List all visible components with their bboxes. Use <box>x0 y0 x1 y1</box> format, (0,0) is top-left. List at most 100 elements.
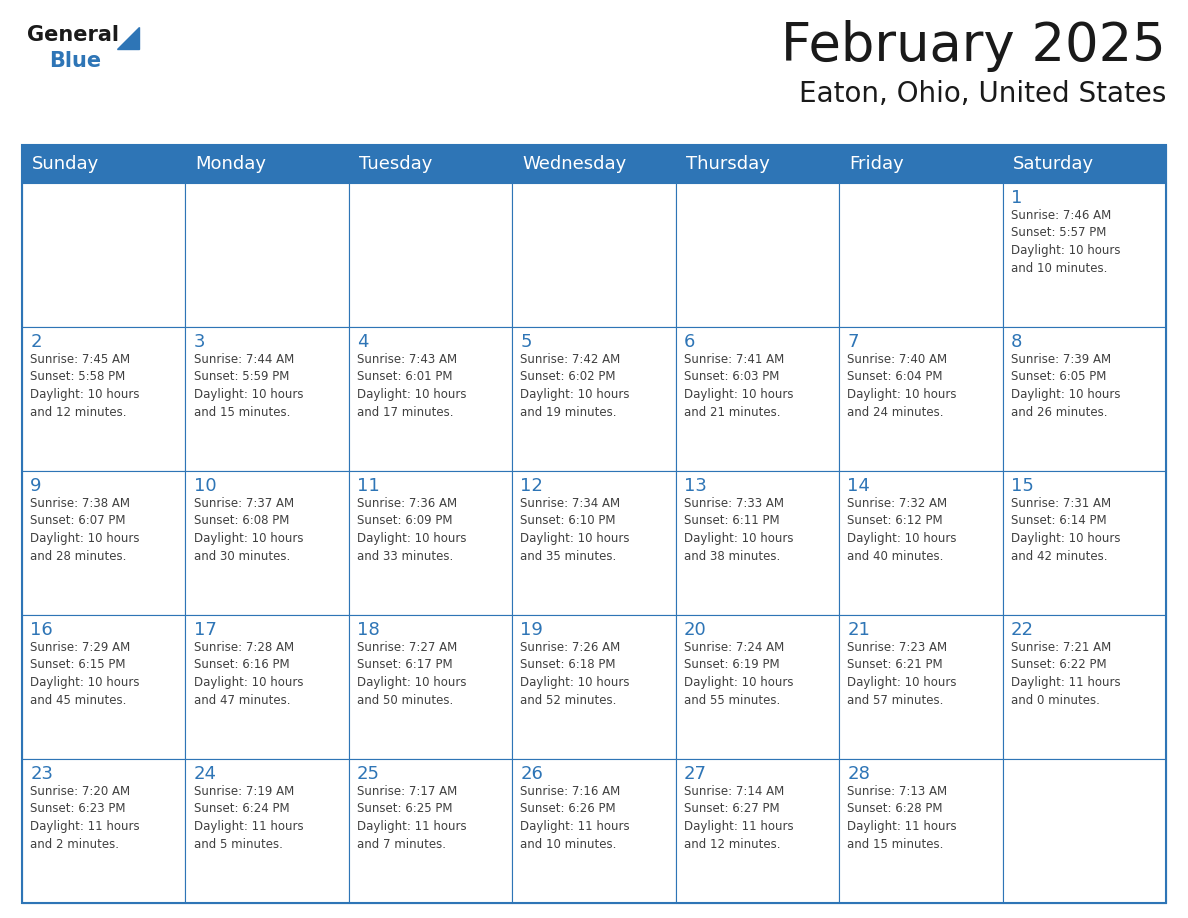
Bar <box>185 471 349 615</box>
Bar <box>349 145 512 183</box>
Bar <box>23 145 185 183</box>
Text: 19: 19 <box>520 621 543 639</box>
Bar <box>676 759 839 903</box>
Text: Sunrise: 7:14 AM
Sunset: 6:27 PM
Daylight: 11 hours
and 12 minutes.: Sunrise: 7:14 AM Sunset: 6:27 PM Dayligh… <box>684 785 794 850</box>
Text: Sunrise: 7:26 AM
Sunset: 6:18 PM
Daylight: 10 hours
and 52 minutes.: Sunrise: 7:26 AM Sunset: 6:18 PM Dayligh… <box>520 641 630 707</box>
Text: Sunrise: 7:28 AM
Sunset: 6:16 PM
Daylight: 10 hours
and 47 minutes.: Sunrise: 7:28 AM Sunset: 6:16 PM Dayligh… <box>194 641 303 707</box>
Bar <box>512 145 676 183</box>
Text: General: General <box>27 25 119 45</box>
Bar <box>1003 471 1165 615</box>
Text: 17: 17 <box>194 621 216 639</box>
Text: 28: 28 <box>847 765 870 783</box>
Text: Sunrise: 7:41 AM
Sunset: 6:03 PM
Daylight: 10 hours
and 21 minutes.: Sunrise: 7:41 AM Sunset: 6:03 PM Dayligh… <box>684 353 794 419</box>
Text: Sunrise: 7:42 AM
Sunset: 6:02 PM
Daylight: 10 hours
and 19 minutes.: Sunrise: 7:42 AM Sunset: 6:02 PM Dayligh… <box>520 353 630 419</box>
Text: Sunrise: 7:19 AM
Sunset: 6:24 PM
Daylight: 11 hours
and 5 minutes.: Sunrise: 7:19 AM Sunset: 6:24 PM Dayligh… <box>194 785 303 850</box>
Text: Sunrise: 7:24 AM
Sunset: 6:19 PM
Daylight: 10 hours
and 55 minutes.: Sunrise: 7:24 AM Sunset: 6:19 PM Dayligh… <box>684 641 794 707</box>
Text: Sunrise: 7:23 AM
Sunset: 6:21 PM
Daylight: 10 hours
and 57 minutes.: Sunrise: 7:23 AM Sunset: 6:21 PM Dayligh… <box>847 641 956 707</box>
Text: Sunrise: 7:38 AM
Sunset: 6:07 PM
Daylight: 10 hours
and 28 minutes.: Sunrise: 7:38 AM Sunset: 6:07 PM Dayligh… <box>30 497 140 563</box>
Bar <box>839 471 1003 615</box>
Text: 27: 27 <box>684 765 707 783</box>
Bar <box>349 759 512 903</box>
Text: Sunrise: 7:45 AM
Sunset: 5:58 PM
Daylight: 10 hours
and 12 minutes.: Sunrise: 7:45 AM Sunset: 5:58 PM Dayligh… <box>30 353 140 419</box>
Bar <box>676 615 839 759</box>
Text: 10: 10 <box>194 477 216 495</box>
Bar <box>185 327 349 471</box>
Bar <box>839 145 1003 183</box>
Bar <box>839 615 1003 759</box>
Bar <box>185 759 349 903</box>
Text: Sunrise: 7:16 AM
Sunset: 6:26 PM
Daylight: 11 hours
and 10 minutes.: Sunrise: 7:16 AM Sunset: 6:26 PM Dayligh… <box>520 785 630 850</box>
Text: 2: 2 <box>30 333 42 351</box>
Text: February 2025: February 2025 <box>782 20 1165 72</box>
Bar <box>1003 759 1165 903</box>
Text: 4: 4 <box>358 333 368 351</box>
Text: 6: 6 <box>684 333 695 351</box>
Bar <box>1003 615 1165 759</box>
Bar <box>23 327 185 471</box>
Bar <box>1003 183 1165 327</box>
Bar <box>185 145 349 183</box>
Text: Sunrise: 7:32 AM
Sunset: 6:12 PM
Daylight: 10 hours
and 40 minutes.: Sunrise: 7:32 AM Sunset: 6:12 PM Dayligh… <box>847 497 956 563</box>
Text: Thursday: Thursday <box>685 155 770 173</box>
Text: Sunrise: 7:43 AM
Sunset: 6:01 PM
Daylight: 10 hours
and 17 minutes.: Sunrise: 7:43 AM Sunset: 6:01 PM Dayligh… <box>358 353 467 419</box>
Text: 15: 15 <box>1011 477 1034 495</box>
Text: 5: 5 <box>520 333 532 351</box>
Text: Wednesday: Wednesday <box>522 155 626 173</box>
Text: 8: 8 <box>1011 333 1022 351</box>
Text: 21: 21 <box>847 621 870 639</box>
Text: Monday: Monday <box>195 155 266 173</box>
Bar <box>512 327 676 471</box>
Text: 1: 1 <box>1011 189 1022 207</box>
Text: Sunrise: 7:13 AM
Sunset: 6:28 PM
Daylight: 11 hours
and 15 minutes.: Sunrise: 7:13 AM Sunset: 6:28 PM Dayligh… <box>847 785 958 850</box>
Text: Sunrise: 7:36 AM
Sunset: 6:09 PM
Daylight: 10 hours
and 33 minutes.: Sunrise: 7:36 AM Sunset: 6:09 PM Dayligh… <box>358 497 467 563</box>
Bar <box>349 327 512 471</box>
Bar <box>23 615 185 759</box>
Text: 7: 7 <box>847 333 859 351</box>
Text: Sunrise: 7:20 AM
Sunset: 6:23 PM
Daylight: 11 hours
and 2 minutes.: Sunrise: 7:20 AM Sunset: 6:23 PM Dayligh… <box>30 785 140 850</box>
Bar <box>349 183 512 327</box>
Bar <box>839 759 1003 903</box>
Bar <box>512 759 676 903</box>
Text: 12: 12 <box>520 477 543 495</box>
Text: 25: 25 <box>358 765 380 783</box>
Text: Sunrise: 7:39 AM
Sunset: 6:05 PM
Daylight: 10 hours
and 26 minutes.: Sunrise: 7:39 AM Sunset: 6:05 PM Dayligh… <box>1011 353 1120 419</box>
Text: 11: 11 <box>358 477 380 495</box>
Polygon shape <box>116 27 139 49</box>
Text: 23: 23 <box>30 765 53 783</box>
Text: Sunrise: 7:40 AM
Sunset: 6:04 PM
Daylight: 10 hours
and 24 minutes.: Sunrise: 7:40 AM Sunset: 6:04 PM Dayligh… <box>847 353 956 419</box>
Bar <box>1003 145 1165 183</box>
Bar <box>676 145 839 183</box>
Text: 14: 14 <box>847 477 870 495</box>
Bar <box>512 183 676 327</box>
Text: Friday: Friday <box>849 155 904 173</box>
Text: 26: 26 <box>520 765 543 783</box>
Bar <box>23 471 185 615</box>
Bar <box>23 145 1165 903</box>
Text: 9: 9 <box>30 477 42 495</box>
Bar <box>23 183 185 327</box>
Bar <box>349 615 512 759</box>
Text: 13: 13 <box>684 477 707 495</box>
Text: Blue: Blue <box>49 51 101 71</box>
Bar <box>23 759 185 903</box>
Text: Eaton, Ohio, United States: Eaton, Ohio, United States <box>798 80 1165 108</box>
Text: Sunrise: 7:31 AM
Sunset: 6:14 PM
Daylight: 10 hours
and 42 minutes.: Sunrise: 7:31 AM Sunset: 6:14 PM Dayligh… <box>1011 497 1120 563</box>
Text: Tuesday: Tuesday <box>359 155 432 173</box>
Text: Sunrise: 7:34 AM
Sunset: 6:10 PM
Daylight: 10 hours
and 35 minutes.: Sunrise: 7:34 AM Sunset: 6:10 PM Dayligh… <box>520 497 630 563</box>
Text: Sunrise: 7:44 AM
Sunset: 5:59 PM
Daylight: 10 hours
and 15 minutes.: Sunrise: 7:44 AM Sunset: 5:59 PM Dayligh… <box>194 353 303 419</box>
Bar <box>185 615 349 759</box>
Text: Saturday: Saturday <box>1012 155 1093 173</box>
Text: Sunrise: 7:17 AM
Sunset: 6:25 PM
Daylight: 11 hours
and 7 minutes.: Sunrise: 7:17 AM Sunset: 6:25 PM Dayligh… <box>358 785 467 850</box>
Text: Sunrise: 7:46 AM
Sunset: 5:57 PM
Daylight: 10 hours
and 10 minutes.: Sunrise: 7:46 AM Sunset: 5:57 PM Dayligh… <box>1011 209 1120 274</box>
Bar <box>185 183 349 327</box>
Text: 24: 24 <box>194 765 216 783</box>
Bar <box>839 327 1003 471</box>
Text: Sunrise: 7:21 AM
Sunset: 6:22 PM
Daylight: 11 hours
and 0 minutes.: Sunrise: 7:21 AM Sunset: 6:22 PM Dayligh… <box>1011 641 1120 707</box>
Bar <box>676 471 839 615</box>
Bar <box>839 183 1003 327</box>
Bar <box>1003 327 1165 471</box>
Bar <box>512 471 676 615</box>
Bar <box>349 471 512 615</box>
Bar <box>676 327 839 471</box>
Bar <box>676 183 839 327</box>
